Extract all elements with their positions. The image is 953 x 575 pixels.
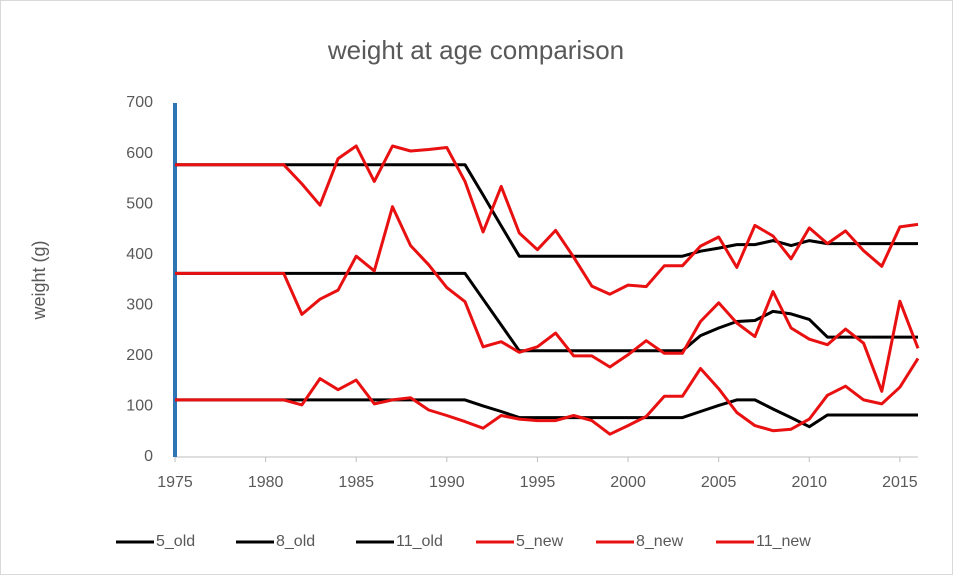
y-tick-label: 300 [126,297,153,314]
series-line [175,144,919,296]
y-tick-label: 200 [126,347,153,364]
x-tick-label: 1985 [338,474,374,491]
x-tick-label: 1995 [520,474,556,491]
series-line [175,398,918,429]
x-tick-label: 2005 [701,474,737,491]
series-line [175,357,920,436]
legend-label: 5_old [156,533,195,550]
y-tick-label: 700 [126,94,153,111]
y-axis-label: weight (g) [29,240,49,320]
chart-title: weight at age comparison [327,35,624,65]
x-tick-label: 2000 [610,474,646,491]
x-tick-label: 2010 [791,474,827,491]
series-line [175,205,920,393]
legend-label: 5_new [516,533,564,550]
x-tick-label: 1990 [429,474,465,491]
y-tick-label: 100 [126,398,153,415]
x-tick-label: 2015 [882,474,918,491]
y-tick-label: 500 [126,195,153,212]
legend-label: 11_old [396,533,443,550]
y-tick-label: 400 [126,246,153,263]
legend-label: 8_old [276,533,315,550]
legend-label: 11_new [756,533,811,550]
y-tick-label: 0 [144,448,153,465]
series-line [175,271,918,353]
x-tick-label: 1980 [248,474,284,491]
legend-label: 8_new [636,533,684,550]
y-tick-label: 600 [126,145,153,162]
x-tick-label: 1975 [157,474,193,491]
series-line [175,163,918,258]
